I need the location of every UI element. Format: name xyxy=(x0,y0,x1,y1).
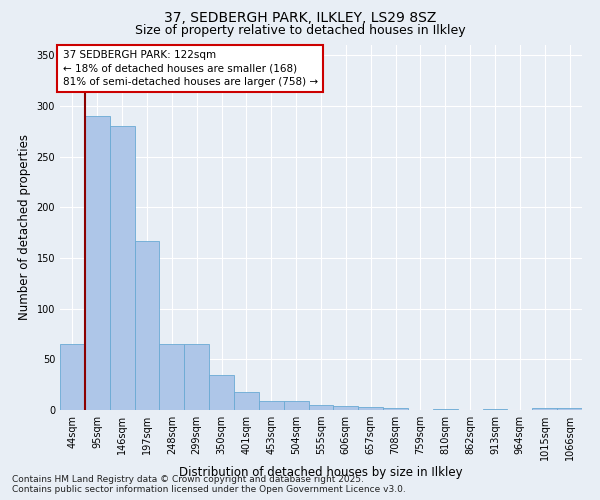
Bar xyxy=(358,407,383,410)
Bar xyxy=(284,401,308,410)
Bar xyxy=(532,408,557,410)
Bar xyxy=(160,344,184,410)
Text: 37 SEDBERGH PARK: 122sqm
← 18% of detached houses are smaller (168)
81% of semi-: 37 SEDBERGH PARK: 122sqm ← 18% of detach… xyxy=(62,50,318,87)
Bar xyxy=(85,116,110,410)
Y-axis label: Number of detached properties: Number of detached properties xyxy=(18,134,31,320)
Bar xyxy=(234,392,259,410)
Bar xyxy=(334,406,358,410)
Text: Size of property relative to detached houses in Ilkley: Size of property relative to detached ho… xyxy=(134,24,466,37)
Bar xyxy=(557,408,582,410)
X-axis label: Distribution of detached houses by size in Ilkley: Distribution of detached houses by size … xyxy=(179,466,463,479)
Bar xyxy=(209,374,234,410)
Bar xyxy=(134,240,160,410)
Bar xyxy=(383,408,408,410)
Bar xyxy=(60,344,85,410)
Bar xyxy=(308,405,334,410)
Bar xyxy=(433,409,458,410)
Bar xyxy=(259,401,284,410)
Text: 37, SEDBERGH PARK, ILKLEY, LS29 8SZ: 37, SEDBERGH PARK, ILKLEY, LS29 8SZ xyxy=(164,11,436,25)
Text: Contains HM Land Registry data © Crown copyright and database right 2025.
Contai: Contains HM Land Registry data © Crown c… xyxy=(12,474,406,494)
Bar xyxy=(110,126,134,410)
Bar xyxy=(184,344,209,410)
Bar xyxy=(482,409,508,410)
